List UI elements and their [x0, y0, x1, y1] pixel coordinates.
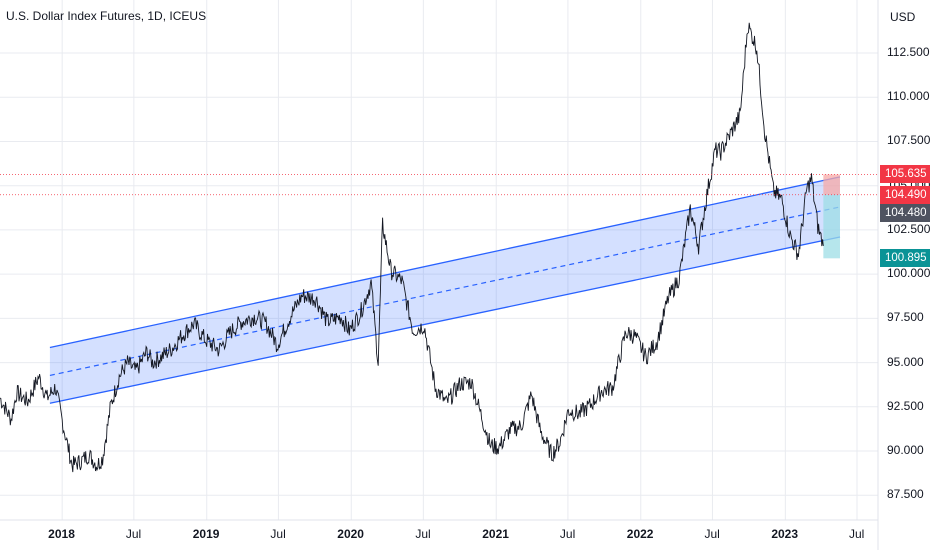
x-tick-label: Jul [559, 527, 576, 541]
x-tick-label: 2021 [482, 527, 509, 541]
position-stop-zone[interactable] [823, 194, 840, 259]
position-target-zone[interactable] [823, 174, 840, 195]
x-tick-label: Jul [849, 527, 865, 541]
y-tick-label: 95.000 [887, 354, 924, 369]
currency-label: USD [890, 10, 916, 24]
price-lines [0, 174, 878, 196]
position-tool[interactable] [823, 174, 840, 259]
x-tick-label: Jul [125, 527, 142, 541]
x-tick-label: 2019 [192, 527, 220, 541]
price-series [0, 22, 824, 473]
y-tick-label: 92.500 [887, 398, 924, 413]
price-badge: 104.480 [880, 203, 930, 222]
y-tick-label: 110.000 [887, 89, 930, 104]
y-tick-label: 112.500 [887, 45, 930, 60]
x-tick-label: Jul [415, 527, 431, 541]
chart-title: U.S. Dollar Index Futures, 1D, ICEUS [6, 9, 207, 23]
regression-channel[interactable] [49, 176, 841, 404]
y-tick-label: 107.500 [887, 133, 931, 148]
y-tick-label: 97.500 [887, 310, 924, 325]
price-line [0, 22, 824, 473]
y-tick-label: 100.000 [887, 266, 931, 281]
x-tick-label: Jul [270, 527, 286, 541]
price-badge: 105.635 [880, 165, 930, 184]
channel-fill [49, 176, 840, 404]
y-tick-label: 90.000 [887, 443, 924, 458]
y-tick-label: 87.500 [887, 487, 924, 502]
x-tick-label: 2020 [337, 527, 364, 541]
channel-upper-line[interactable] [49, 176, 841, 349]
x-tick-label: 2018 [48, 527, 75, 541]
grid-lines [0, 0, 878, 520]
price-badge: 100.895 [880, 249, 930, 268]
x-tick-label: Jul [704, 527, 720, 541]
price-badge: 104.490 [880, 185, 930, 204]
x-tick-label: 2022 [626, 527, 654, 541]
y-tick-label: 102.500 [887, 221, 931, 236]
x-tick-label: 2023 [771, 527, 799, 541]
channel-lower-line[interactable] [49, 236, 841, 404]
